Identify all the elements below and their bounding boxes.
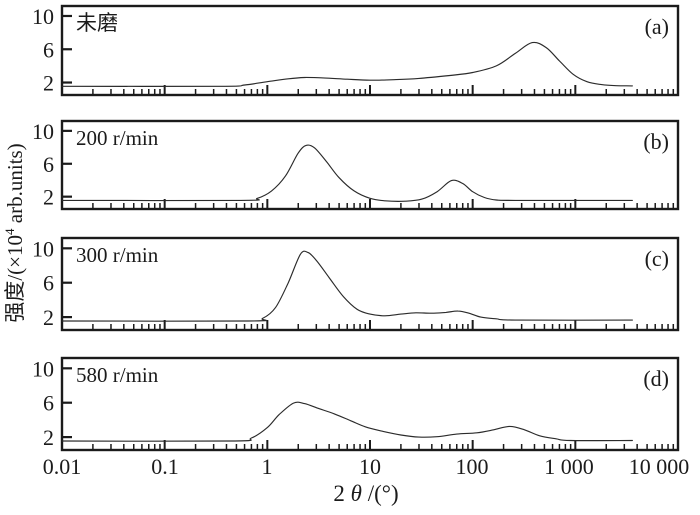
y-tick-label: 6 [43,391,54,416]
x-tick-label-1000: 1 000 [544,454,594,479]
intensity-curve [61,250,633,322]
y-tick-label: 2 [43,305,54,330]
panel-condition-label: 300 r/min [76,243,159,267]
x-tick-label-10000: 10 000 [628,454,690,479]
y-tick-label: 6 [43,271,54,296]
x-axis-title-units: /(°) [361,481,399,506]
x-tick-label-0p01: 0.01 [42,454,82,479]
y-axis-title-post: arb.units) [3,143,27,229]
y-tick-label: 6 [43,37,54,62]
y-tick-label: 2 [43,185,54,210]
x-tick-label-1: 1 [261,454,273,479]
y-tick-label: 10 [32,4,54,29]
intensity-curve [61,41,633,87]
intensity-curve [61,144,633,202]
panel-condition-label: 200 r/min [76,126,159,150]
y-tick-label: 6 [43,152,54,177]
panel-d: 2 6 10 580 r/min (d) [32,356,680,452]
panel-frame [60,236,680,332]
panel-frame [60,356,680,452]
y-tick-label: 10 [32,236,54,261]
panel-c: 2 6 10 300 r/min (c) [32,236,680,332]
y-axis-title-pre: 强度/(×10 [3,234,27,323]
y-tick-label: 2 [43,425,54,450]
y-axis-title-superscript: 4 [2,228,17,235]
x-axis-title: 2 θ /(°) [333,481,398,507]
y-tick-label: 10 [32,356,54,381]
x-tick-label-10: 10 [359,454,381,479]
panel-tag-label: (d) [643,366,669,391]
panel-tag-label: (c) [645,246,669,271]
panel-a: 2 6 10 未磨 (a) [32,4,680,97]
panel-condition-label: 未磨 [76,11,118,35]
y-axis-title: 强度/(×104 arb.units) [0,143,29,322]
x-tick-label-0p1: 0.1 [151,454,179,479]
panel-b: 2 6 10 200 r/min (b) [32,119,680,211]
panel-tag-label: (b) [643,129,669,154]
intensity-curve [61,401,633,442]
panel-frame [60,4,680,97]
x-axis-title-number: 2 [333,481,351,506]
y-tick-label: 2 [43,71,54,96]
panel-tag-label: (a) [645,14,669,39]
x-axis-title-theta: θ [350,481,362,506]
panel-frame [60,119,680,211]
y-tick-label: 10 [32,119,54,144]
panel-condition-label: 580 r/min [76,363,159,387]
x-tick-label-100: 100 [455,454,489,479]
